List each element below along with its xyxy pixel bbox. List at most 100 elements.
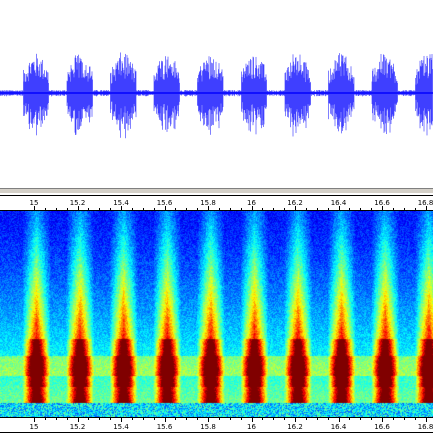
time-tick-label: 15.6 [156,423,173,431]
time-minor-tick [110,418,112,420]
time-minor-tick [55,418,57,420]
time-minor-tick [131,418,133,420]
time-minor-tick [262,208,264,210]
time-tick-mark [77,418,79,422]
time-minor-tick [349,418,351,420]
spectrogram-image [0,211,433,417]
time-minor-tick [273,418,275,420]
time-tick-label: 16.2 [287,199,303,207]
time-tick-mark [425,206,427,210]
time-minor-tick [229,208,231,210]
time-tick-label: 15.2 [69,199,86,207]
time-tick-mark [251,206,253,210]
time-minor-tick [305,418,307,420]
time-tick-mark [121,206,122,210]
time-tick-label: 16.4 [330,423,347,431]
time-tick-mark [425,418,427,422]
time-minor-tick [284,208,286,210]
time-tick-mark [34,206,35,210]
time-minor-tick [44,418,46,420]
time-tick-label: 16 [247,423,256,431]
time-minor-tick [175,418,177,420]
time-minor-tick [316,418,318,420]
time-minor-tick [403,418,405,420]
time-minor-tick [99,208,101,210]
time-minor-tick [110,208,112,210]
time-minor-tick [175,208,177,210]
time-tick-mark [295,206,296,210]
time-tick-label: 16.6 [374,199,390,207]
time-minor-tick [197,208,199,210]
time-minor-tick [55,208,57,210]
time-tick-label: 16.6 [374,423,390,431]
time-ruler-bottom: 15 15.2 15.4 15.6 15.8 16 16.2 16.4 16.6 16.8 [0,417,433,433]
time-minor-tick [305,208,307,210]
time-minor-tick [153,418,155,420]
time-minor-tick [349,208,351,210]
waveform-plot [0,52,433,139]
time-tick-mark [34,418,35,422]
time-minor-tick [66,208,68,210]
time-minor-tick [88,208,90,210]
time-tick-mark [208,206,209,210]
time-minor-tick [88,418,90,420]
time-tick-mark [338,418,340,422]
time-minor-tick [218,418,220,420]
time-minor-tick [327,418,329,420]
time-tick-label: 15.4 [113,423,129,431]
time-tick-label: 15.4 [113,199,129,207]
waveform-trace [0,52,433,139]
time-tick-label: 15.8 [200,423,216,431]
time-tick-mark [251,418,253,422]
time-ruler-top: 15 15.2 15.4 15.6 15.8 16 16.2 16.4 16.6 16.8 [0,195,433,211]
time-tick-label: 16.4 [330,199,347,207]
time-tick-mark [382,418,383,422]
time-minor-tick [392,418,394,420]
time-minor-tick [284,418,286,420]
time-minor-tick [414,208,416,210]
time-minor-tick [240,208,242,210]
time-tick-label: 16.8 [417,423,433,431]
time-minor-tick [414,418,416,420]
time-minor-tick [142,418,144,420]
time-minor-tick [44,208,46,210]
time-tick-mark [338,206,340,210]
time-tick-mark [295,418,296,422]
time-tick-label: 15.8 [200,199,216,207]
time-minor-tick [186,418,188,420]
time-minor-tick [371,418,373,420]
time-minor-tick [131,208,133,210]
time-minor-tick [66,418,68,420]
time-tick-mark [382,206,383,210]
time-tick-label: 15 [29,199,39,207]
time-tick-label: 16 [247,199,256,207]
time-tick-label: 15 [29,423,39,431]
time-tick-label: 15.2 [69,423,86,431]
time-minor-tick [240,418,242,420]
time-tick-mark [208,418,209,422]
time-tick-mark [164,206,166,210]
time-minor-tick [153,208,155,210]
spectrogram-view[interactable] [0,211,433,417]
waveform-view[interactable] [0,0,433,188]
time-minor-tick [403,208,405,210]
time-minor-tick [371,208,373,210]
time-minor-tick [392,208,394,210]
time-minor-tick [218,208,220,210]
time-minor-tick [327,208,329,210]
time-minor-tick [142,208,144,210]
time-tick-label: 15.6 [156,199,173,207]
pane-splitter[interactable] [0,188,433,194]
time-minor-tick [262,418,264,420]
time-tick-label: 16.2 [287,423,303,431]
time-tick-mark [164,418,166,422]
time-minor-tick [360,208,362,210]
time-minor-tick [229,418,231,420]
time-tick-label: 16.8 [417,199,433,207]
time-minor-tick [316,208,318,210]
time-minor-tick [197,418,199,420]
time-tick-mark [77,206,79,210]
time-minor-tick [99,418,101,420]
time-minor-tick [273,208,275,210]
